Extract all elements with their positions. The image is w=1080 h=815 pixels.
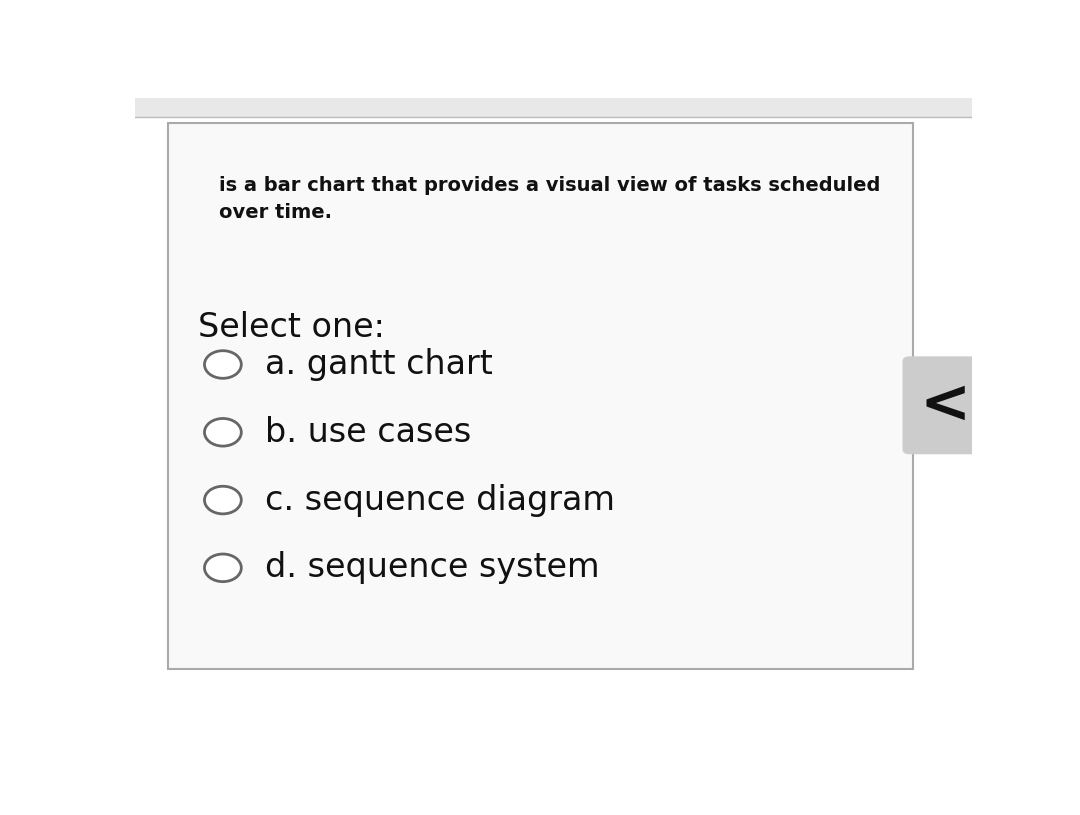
Text: <: < (919, 376, 971, 434)
Circle shape (204, 418, 241, 446)
Circle shape (204, 350, 241, 378)
Circle shape (204, 487, 241, 514)
FancyBboxPatch shape (168, 123, 914, 669)
Text: is a bar chart that provides a visual view of tasks scheduled: is a bar chart that provides a visual vi… (218, 176, 880, 196)
Circle shape (204, 554, 241, 582)
FancyBboxPatch shape (903, 356, 978, 454)
Text: c. sequence diagram: c. sequence diagram (265, 483, 615, 517)
Text: Select one:: Select one: (198, 311, 384, 344)
Text: over time.: over time. (218, 203, 332, 222)
Text: d. sequence system: d. sequence system (265, 551, 599, 584)
Text: a. gantt chart: a. gantt chart (265, 348, 492, 381)
FancyBboxPatch shape (135, 98, 972, 117)
Text: b. use cases: b. use cases (265, 416, 471, 449)
